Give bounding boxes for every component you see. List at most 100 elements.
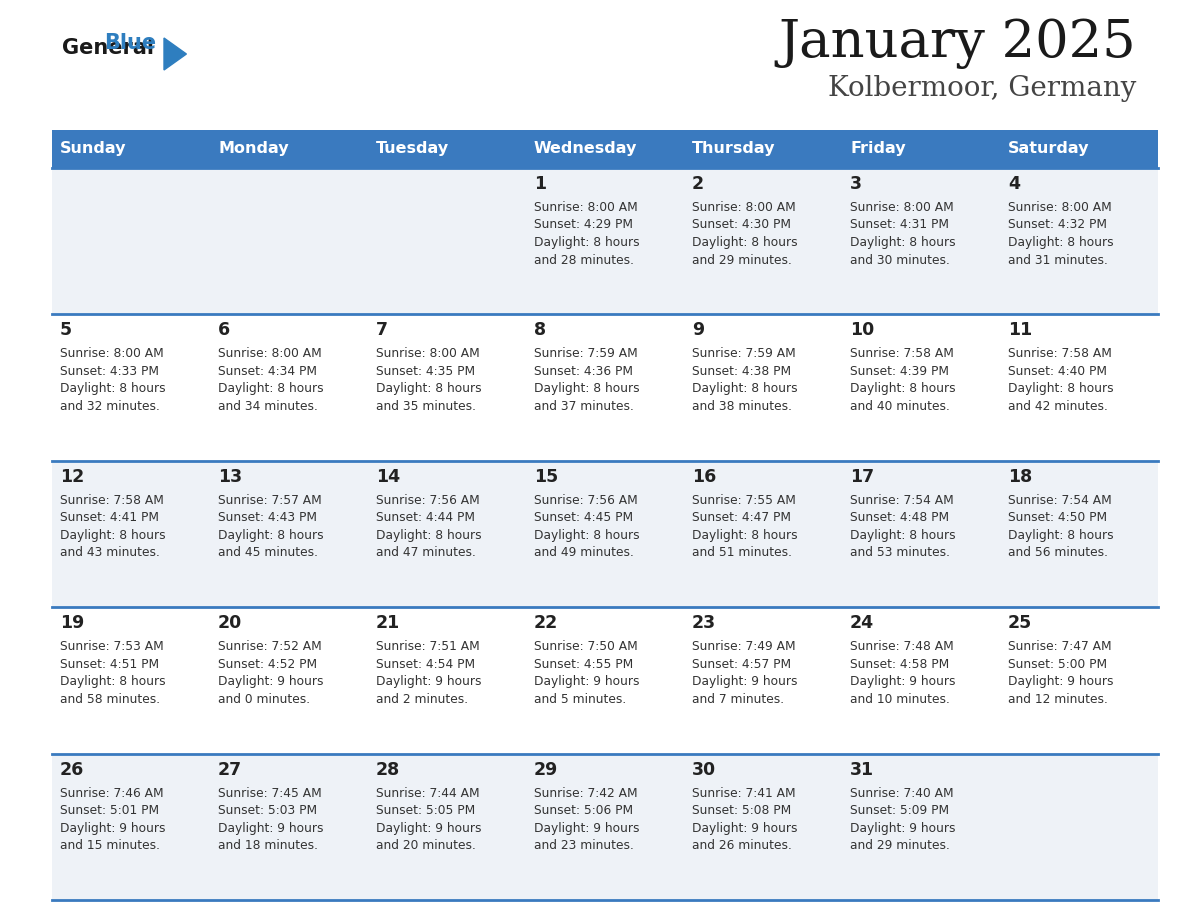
- Text: Sunrise: 7:56 AM: Sunrise: 7:56 AM: [375, 494, 480, 507]
- Text: Daylight: 8 hours: Daylight: 8 hours: [849, 236, 955, 249]
- Text: Daylight: 8 hours: Daylight: 8 hours: [533, 383, 639, 396]
- Text: 7: 7: [375, 321, 388, 340]
- Bar: [210, 461, 368, 607]
- Text: Daylight: 8 hours: Daylight: 8 hours: [61, 529, 165, 542]
- Text: Sunset: 4:34 PM: Sunset: 4:34 PM: [219, 364, 317, 378]
- Text: and 43 minutes.: and 43 minutes.: [61, 546, 160, 559]
- Text: Daylight: 8 hours: Daylight: 8 hours: [61, 676, 165, 688]
- Text: and 20 minutes.: and 20 minutes.: [375, 839, 476, 852]
- Text: Sunset: 4:55 PM: Sunset: 4:55 PM: [533, 657, 633, 671]
- Text: Daylight: 8 hours: Daylight: 8 hours: [533, 236, 639, 249]
- Text: 2: 2: [691, 175, 704, 193]
- Bar: [210, 130, 368, 168]
- Text: Sunrise: 7:40 AM: Sunrise: 7:40 AM: [849, 787, 954, 800]
- Text: Daylight: 9 hours: Daylight: 9 hours: [849, 676, 955, 688]
- Text: Daylight: 8 hours: Daylight: 8 hours: [849, 529, 955, 542]
- Text: and 37 minutes.: and 37 minutes.: [533, 400, 634, 413]
- Bar: [526, 607, 684, 754]
- Text: Daylight: 8 hours: Daylight: 8 hours: [375, 529, 481, 542]
- Bar: [1000, 754, 1158, 900]
- Text: 29: 29: [533, 761, 558, 778]
- Text: Sunrise: 7:59 AM: Sunrise: 7:59 AM: [691, 347, 796, 361]
- Bar: [210, 314, 368, 461]
- Text: Sunrise: 8:00 AM: Sunrise: 8:00 AM: [61, 347, 164, 361]
- Text: General: General: [62, 38, 154, 58]
- Text: Daylight: 8 hours: Daylight: 8 hours: [533, 529, 639, 542]
- Text: and 42 minutes.: and 42 minutes.: [1007, 400, 1108, 413]
- Text: Sunrise: 8:00 AM: Sunrise: 8:00 AM: [1007, 201, 1112, 214]
- Bar: [52, 607, 210, 754]
- Text: Sunset: 5:00 PM: Sunset: 5:00 PM: [1007, 657, 1107, 671]
- Text: Sunrise: 8:00 AM: Sunrise: 8:00 AM: [219, 347, 322, 361]
- Text: 28: 28: [375, 761, 400, 778]
- Text: Sunday: Sunday: [61, 141, 126, 156]
- Text: Daylight: 8 hours: Daylight: 8 hours: [691, 236, 797, 249]
- Text: and 58 minutes.: and 58 minutes.: [61, 693, 160, 706]
- Text: 31: 31: [849, 761, 874, 778]
- Text: Daylight: 9 hours: Daylight: 9 hours: [375, 822, 481, 834]
- Text: 6: 6: [219, 321, 230, 340]
- Text: and 32 minutes.: and 32 minutes.: [61, 400, 160, 413]
- Text: 23: 23: [691, 614, 716, 633]
- Text: Sunset: 4:58 PM: Sunset: 4:58 PM: [849, 657, 949, 671]
- Text: Sunset: 5:09 PM: Sunset: 5:09 PM: [849, 804, 949, 817]
- Bar: [52, 754, 210, 900]
- Bar: [526, 130, 684, 168]
- Text: 17: 17: [849, 468, 874, 486]
- Text: 26: 26: [61, 761, 84, 778]
- Text: Sunrise: 7:58 AM: Sunrise: 7:58 AM: [849, 347, 954, 361]
- Bar: [684, 607, 842, 754]
- Bar: [368, 168, 526, 314]
- Text: 1: 1: [533, 175, 546, 193]
- Text: Sunrise: 7:42 AM: Sunrise: 7:42 AM: [533, 787, 638, 800]
- Text: Sunset: 4:52 PM: Sunset: 4:52 PM: [219, 657, 317, 671]
- Text: Sunset: 5:06 PM: Sunset: 5:06 PM: [533, 804, 633, 817]
- Text: Monday: Monday: [219, 141, 289, 156]
- Text: 25: 25: [1007, 614, 1032, 633]
- Bar: [526, 314, 684, 461]
- Text: and 5 minutes.: and 5 minutes.: [533, 693, 626, 706]
- Text: Sunset: 5:08 PM: Sunset: 5:08 PM: [691, 804, 791, 817]
- Text: 3: 3: [849, 175, 862, 193]
- Text: Sunrise: 7:52 AM: Sunrise: 7:52 AM: [219, 640, 322, 654]
- Text: Sunset: 4:35 PM: Sunset: 4:35 PM: [375, 364, 475, 378]
- Text: Sunrise: 8:00 AM: Sunrise: 8:00 AM: [533, 201, 638, 214]
- Bar: [526, 754, 684, 900]
- Text: Thursday: Thursday: [691, 141, 776, 156]
- Text: Sunset: 4:41 PM: Sunset: 4:41 PM: [61, 511, 159, 524]
- Text: Sunrise: 7:45 AM: Sunrise: 7:45 AM: [219, 787, 322, 800]
- Text: Daylight: 9 hours: Daylight: 9 hours: [691, 822, 797, 834]
- Text: Sunset: 4:33 PM: Sunset: 4:33 PM: [61, 364, 159, 378]
- Text: Sunrise: 7:57 AM: Sunrise: 7:57 AM: [219, 494, 322, 507]
- Text: and 23 minutes.: and 23 minutes.: [533, 839, 634, 852]
- Text: and 49 minutes.: and 49 minutes.: [533, 546, 634, 559]
- Text: Sunset: 4:36 PM: Sunset: 4:36 PM: [533, 364, 633, 378]
- Bar: [1000, 168, 1158, 314]
- Text: Sunset: 4:32 PM: Sunset: 4:32 PM: [1007, 218, 1107, 231]
- Text: and 15 minutes.: and 15 minutes.: [61, 839, 160, 852]
- Text: Daylight: 9 hours: Daylight: 9 hours: [1007, 676, 1113, 688]
- Polygon shape: [164, 38, 187, 70]
- Bar: [52, 168, 210, 314]
- Text: and 0 minutes.: and 0 minutes.: [219, 693, 310, 706]
- Text: Sunset: 4:45 PM: Sunset: 4:45 PM: [533, 511, 633, 524]
- Bar: [368, 130, 526, 168]
- Text: 18: 18: [1007, 468, 1032, 486]
- Text: Daylight: 9 hours: Daylight: 9 hours: [533, 676, 639, 688]
- Text: 4: 4: [1007, 175, 1020, 193]
- Text: Sunrise: 7:56 AM: Sunrise: 7:56 AM: [533, 494, 638, 507]
- Text: and 40 minutes.: and 40 minutes.: [849, 400, 950, 413]
- Text: 19: 19: [61, 614, 84, 633]
- Bar: [368, 607, 526, 754]
- Text: and 7 minutes.: and 7 minutes.: [691, 693, 784, 706]
- Bar: [52, 461, 210, 607]
- Bar: [368, 754, 526, 900]
- Text: and 29 minutes.: and 29 minutes.: [849, 839, 950, 852]
- Text: Sunrise: 7:58 AM: Sunrise: 7:58 AM: [61, 494, 164, 507]
- Text: and 28 minutes.: and 28 minutes.: [533, 253, 634, 266]
- Text: 11: 11: [1007, 321, 1032, 340]
- Bar: [842, 754, 1000, 900]
- Text: Sunset: 4:44 PM: Sunset: 4:44 PM: [375, 511, 475, 524]
- Text: Sunrise: 8:00 AM: Sunrise: 8:00 AM: [849, 201, 954, 214]
- Bar: [684, 461, 842, 607]
